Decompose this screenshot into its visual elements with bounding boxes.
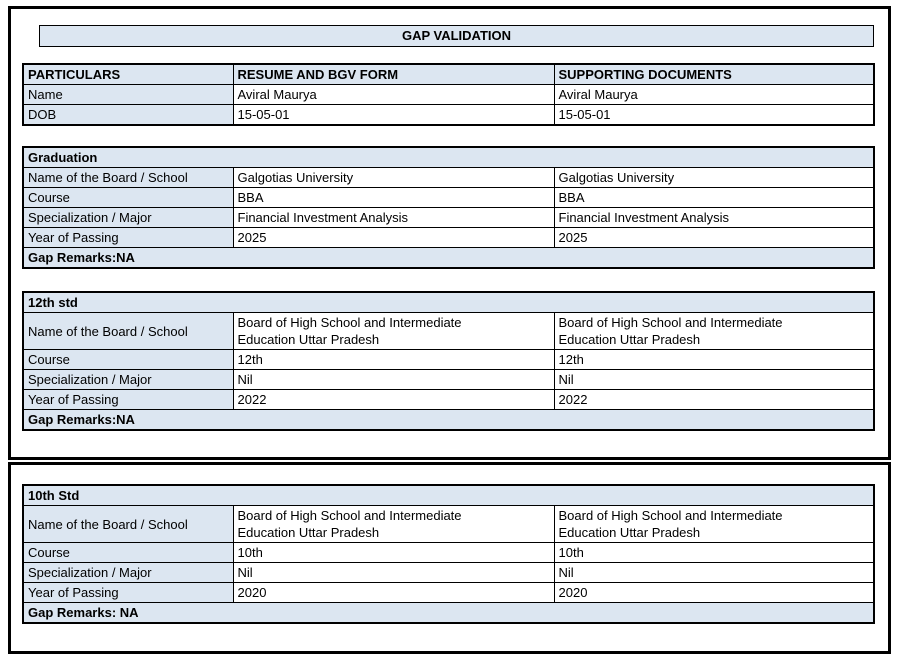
row-label: Name of the Board / School	[22, 167, 234, 188]
resume-value: 2020	[232, 582, 555, 603]
table-row: Year of Passing 2022 2022	[22, 389, 875, 410]
column-header-supporting: SUPPORTING DOCUMENTS	[553, 63, 875, 85]
resume-value: BBA	[232, 187, 555, 208]
section-header-row: 12th std	[22, 291, 875, 313]
row-label: Course	[22, 542, 234, 563]
supporting-value: Aviral Maurya	[553, 84, 875, 105]
supporting-value: Board of High School and Intermediate Ed…	[553, 312, 875, 350]
supporting-value: 10th	[553, 542, 875, 563]
row-label: Name of the Board / School	[22, 505, 234, 543]
supporting-value: Board of High School and Intermediate Ed…	[553, 505, 875, 543]
resume-value: Nil	[232, 562, 555, 583]
table-row: Year of Passing 2020 2020	[22, 582, 875, 603]
supporting-value: Galgotias University	[553, 167, 875, 188]
resume-value: 12th	[232, 349, 555, 370]
section-title: 12th std	[22, 291, 875, 313]
column-header-resume: RESUME AND BGV FORM	[232, 63, 555, 85]
document-frame-bottom: 10th Std Name of the Board / School Boar…	[8, 462, 891, 654]
row-label: Specialization / Major	[22, 207, 234, 228]
row-label: Name of the Board / School	[22, 312, 234, 350]
row-label: Specialization / Major	[22, 562, 234, 583]
row-label: Year of Passing	[22, 582, 234, 603]
table-row: Specialization / Major Financial Investm…	[22, 207, 875, 228]
gap-remarks: Gap Remarks:NA	[22, 409, 875, 431]
row-label: Course	[22, 187, 234, 208]
table-row: Specialization / Major Nil Nil	[22, 369, 875, 390]
supporting-value: Financial Investment Analysis	[553, 207, 875, 228]
table-row: Name of the Board / School Board of High…	[22, 312, 875, 350]
table-row: Name of the Board / School Galgotias Uni…	[22, 167, 875, 188]
page-title: GAP VALIDATION	[39, 25, 874, 47]
resume-value: 15-05-01	[232, 104, 555, 126]
section-table-12th-std: 12th std Name of the Board / School Boar…	[22, 291, 876, 431]
table-row: Specialization / Major Nil Nil	[22, 562, 875, 583]
table-row: Name of the Board / School Board of High…	[22, 505, 875, 543]
section-header-row: 10th Std	[22, 484, 875, 506]
row-label: Specialization / Major	[22, 369, 234, 390]
column-header-particulars: PARTICULARS	[22, 63, 234, 85]
resume-value: Nil	[232, 369, 555, 390]
section-title: Graduation	[22, 146, 875, 168]
table-row: DOB 15-05-01 15-05-01	[22, 104, 875, 126]
document-frame-top: GAP VALIDATION PARTICULARS RESUME AND BG…	[8, 6, 891, 460]
row-label: Year of Passing	[22, 227, 234, 248]
resume-value: Financial Investment Analysis	[232, 207, 555, 228]
supporting-value: BBA	[553, 187, 875, 208]
resume-value: 10th	[232, 542, 555, 563]
row-label: DOB	[22, 104, 234, 126]
gap-remarks: Gap Remarks:NA	[22, 247, 875, 269]
row-label: Year of Passing	[22, 389, 234, 410]
table-row: Course 10th 10th	[22, 542, 875, 563]
section-table-10th-std: 10th Std Name of the Board / School Boar…	[22, 484, 876, 624]
gap-remarks-row: Gap Remarks:NA	[22, 409, 875, 431]
table-row: Year of Passing 2025 2025	[22, 227, 875, 248]
row-label: Course	[22, 349, 234, 370]
resume-value: Galgotias University	[232, 167, 555, 188]
table-row: Name Aviral Maurya Aviral Maurya	[22, 84, 875, 105]
supporting-value: 12th	[553, 349, 875, 370]
particulars-table: PARTICULARS RESUME AND BGV FORM SUPPORTI…	[22, 63, 875, 126]
supporting-value: 15-05-01	[553, 104, 875, 126]
resume-value: 2022	[232, 389, 555, 410]
supporting-value: 2025	[553, 227, 875, 248]
gap-remarks-row: Gap Remarks: NA	[22, 602, 875, 624]
table-header-row: PARTICULARS RESUME AND BGV FORM SUPPORTI…	[22, 63, 875, 85]
table-row: Course 12th 12th	[22, 349, 875, 370]
row-label: Name	[22, 84, 234, 105]
supporting-value: 2022	[553, 389, 875, 410]
resume-value: 2025	[232, 227, 555, 248]
supporting-value: Nil	[553, 562, 875, 583]
supporting-value: 2020	[553, 582, 875, 603]
section-title: 10th Std	[22, 484, 875, 506]
section-table-graduation: Graduation Name of the Board / School Ga…	[22, 146, 876, 269]
supporting-value: Nil	[553, 369, 875, 390]
resume-value: Board of High School and Intermediate Ed…	[232, 312, 555, 350]
section-header-row: Graduation	[22, 146, 875, 168]
resume-value: Board of High School and Intermediate Ed…	[232, 505, 555, 543]
resume-value: Aviral Maurya	[232, 84, 555, 105]
table-row: Course BBA BBA	[22, 187, 875, 208]
gap-remarks-row: Gap Remarks:NA	[22, 247, 875, 269]
gap-remarks: Gap Remarks: NA	[22, 602, 875, 624]
